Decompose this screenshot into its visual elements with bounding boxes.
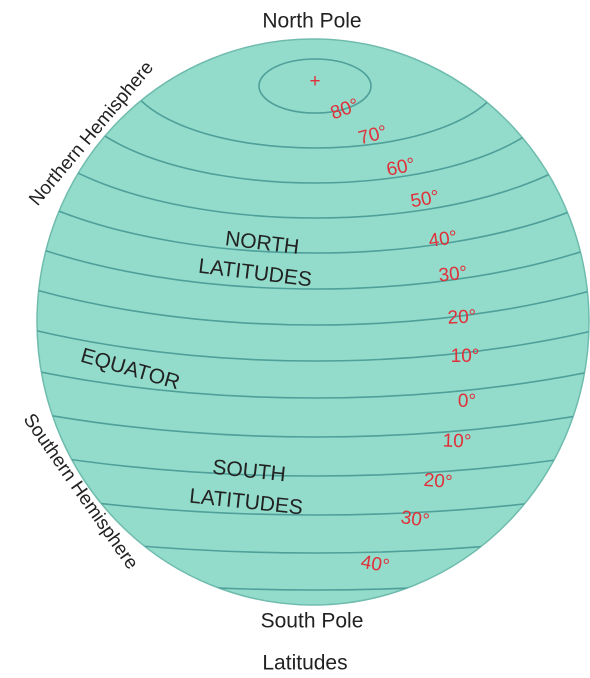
- north-pole-label: North Pole: [262, 10, 361, 33]
- latitude-line: [37, 39, 589, 591]
- latitude-line: [37, 39, 589, 362]
- degree-label: 20°: [423, 470, 453, 493]
- degree-label: 10°: [442, 431, 471, 453]
- latitude-line: [37, 39, 589, 399]
- latitude-line: [37, 39, 589, 254]
- degree-label: 10°: [451, 346, 480, 367]
- latitude-line: [37, 39, 589, 326]
- degree-label: 40°: [427, 227, 458, 252]
- caption: Latitudes: [262, 652, 347, 675]
- globe: [36, 38, 590, 606]
- degree-label: 20°: [447, 306, 477, 328]
- latitude-lines: [37, 39, 589, 591]
- pole-marker: +: [309, 71, 320, 92]
- latitude-line: [37, 39, 589, 554]
- south-pole-label: South Pole: [261, 610, 364, 633]
- degree-label: 0°: [458, 391, 476, 412]
- degree-label: 30°: [399, 507, 430, 532]
- degree-label: 40°: [359, 552, 391, 578]
- latitude-line: [258, 58, 372, 114]
- latitude-line: [37, 39, 589, 290]
- degree-label: 50°: [409, 187, 441, 213]
- latitude-line: [37, 39, 589, 516]
- latitude-line: [37, 39, 589, 219]
- latitude-line: [37, 39, 589, 477]
- latitude-line: [37, 39, 589, 438]
- degree-label: 30°: [438, 263, 469, 287]
